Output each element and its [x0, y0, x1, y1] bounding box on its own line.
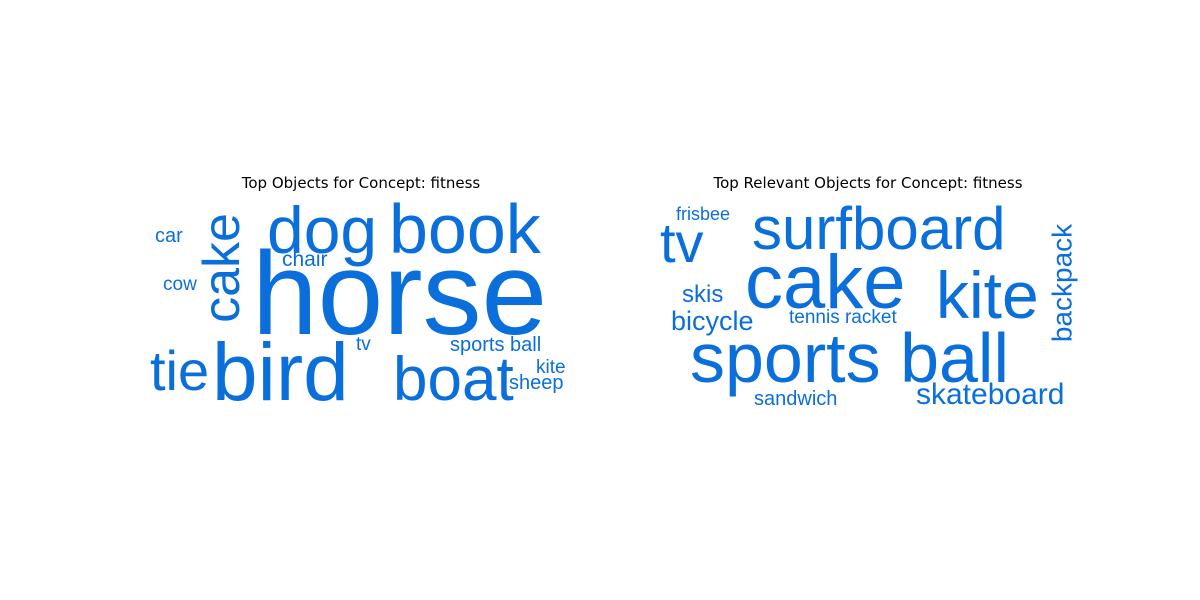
word-skis: skis [682, 281, 723, 308]
word-car: car [155, 225, 183, 247]
word-dog: dog [267, 193, 377, 267]
chart-title-right: Top Relevant Objects for Concept: fitnes… [713, 174, 1023, 192]
word-kite: kite [936, 258, 1039, 332]
word-sports-ball: sports ball [690, 319, 1009, 397]
word-frisbee: frisbee [676, 204, 730, 224]
word-tie: tie [150, 339, 209, 402]
word-cake: cake [193, 213, 251, 323]
word-surfboard: surfboard [752, 195, 1005, 262]
word-sheep: sheep [509, 372, 564, 394]
word-sports-ball: sports ball [450, 334, 541, 356]
word-skateboard: skateboard [916, 378, 1064, 411]
word-boat: boat [393, 345, 514, 414]
word-tennis-racket: tennis racket [789, 307, 897, 328]
word-tv: tv [660, 211, 704, 274]
word-book: book [389, 190, 542, 268]
word-horse: horse [252, 228, 547, 360]
word-cow: cow [163, 274, 197, 295]
word-kite: kite [536, 357, 566, 378]
word-bicycle: bicycle [671, 306, 754, 336]
word-tv: tv [356, 334, 371, 355]
word-backpack: backpack [1047, 223, 1078, 342]
word-bird: bird [212, 327, 349, 418]
chart-title-left: Top Objects for Concept: fitness [241, 174, 481, 192]
word-chair: chair [282, 248, 328, 271]
word-cake: cake [745, 240, 906, 325]
word-sandwich: sandwich [754, 388, 837, 410]
